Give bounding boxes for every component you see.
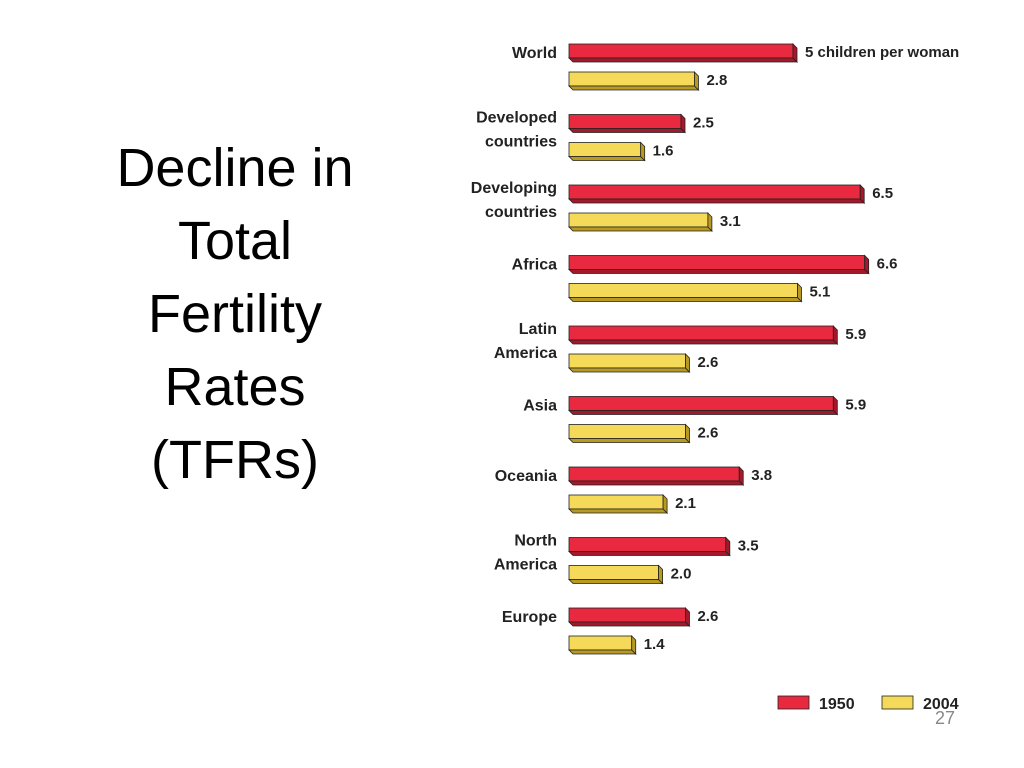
bar-1950 xyxy=(568,43,798,63)
bar-2004 xyxy=(568,353,691,373)
bar-1950 xyxy=(568,254,870,275)
bar-2004 xyxy=(568,282,803,303)
bar-1950 xyxy=(568,395,839,416)
value-label: 2.1 xyxy=(675,495,696,512)
value-label: 5 children per woman xyxy=(805,44,959,61)
category-label: Latin xyxy=(519,321,557,338)
page-number: 27 xyxy=(935,708,956,728)
value-label: 5.9 xyxy=(845,326,866,343)
bar-1950 xyxy=(568,536,731,557)
bar-2004 xyxy=(568,212,713,232)
category-label: countries xyxy=(485,134,557,151)
value-label: 2.6 xyxy=(697,425,718,442)
value-label: 1.4 xyxy=(644,636,666,653)
value-label: 2.8 xyxy=(706,72,727,89)
category-label: Europe xyxy=(502,609,557,626)
bar-1950 xyxy=(568,184,866,204)
title-line: Decline in xyxy=(116,138,354,198)
category-label: North xyxy=(514,533,557,550)
value-label: 6.6 xyxy=(877,256,898,273)
bar-1950 xyxy=(568,466,745,486)
title-line: Fertility xyxy=(148,284,322,344)
value-label: 2.6 xyxy=(697,354,718,371)
title-line: (TFRs) xyxy=(151,430,319,490)
value-label: 3.1 xyxy=(720,213,741,230)
value-label: 2.5 xyxy=(693,115,714,132)
bar-1950 xyxy=(568,607,691,627)
legend-swatch xyxy=(777,695,810,710)
slide-title: Decline in Total Fertility Rates (TFRs) xyxy=(60,132,410,497)
category-label: America xyxy=(494,345,557,362)
value-label: 2.6 xyxy=(697,608,718,625)
legend-swatch xyxy=(881,695,914,710)
category-label: Oceania xyxy=(495,468,557,485)
category-label: Developed xyxy=(476,110,557,127)
bar-1950 xyxy=(568,113,686,134)
bar-2004 xyxy=(568,71,700,91)
bar-2004 xyxy=(568,423,691,444)
value-label: 3.8 xyxy=(751,467,772,484)
title-line: Total xyxy=(177,211,293,271)
value-label: 5.1 xyxy=(809,284,830,301)
value-label: 6.5 xyxy=(872,185,893,202)
title-line: Rates xyxy=(164,357,306,417)
category-label: countries xyxy=(485,204,557,221)
legend-label: 1950 xyxy=(819,696,855,713)
category-label: World xyxy=(512,45,557,62)
bar-2004 xyxy=(568,564,664,585)
bar-2004 xyxy=(568,635,637,655)
category-label: America xyxy=(494,557,557,574)
bar-1950 xyxy=(568,325,839,345)
category-label: Asia xyxy=(523,398,557,415)
bar-2004 xyxy=(568,494,669,514)
value-label: 3.5 xyxy=(738,538,759,555)
category-label: Africa xyxy=(512,257,557,274)
value-label: 1.6 xyxy=(653,143,674,160)
category-label: Developing xyxy=(471,180,557,197)
legend-label: 2004 xyxy=(923,696,959,713)
bar-2004 xyxy=(568,141,646,162)
value-label: 5.9 xyxy=(845,397,866,414)
value-label: 2.0 xyxy=(671,566,692,583)
